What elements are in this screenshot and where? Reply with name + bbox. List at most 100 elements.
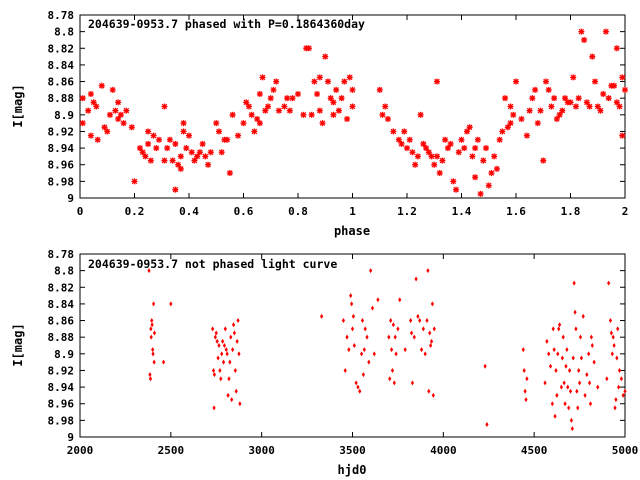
data-point xyxy=(259,74,266,81)
data-point xyxy=(433,153,440,160)
data-point xyxy=(367,359,371,365)
data-point xyxy=(483,145,490,152)
data-point xyxy=(256,91,263,98)
data-point xyxy=(379,111,386,118)
y-tick-label: 8.82 xyxy=(48,42,75,55)
data-point xyxy=(251,128,258,135)
data-point xyxy=(235,132,242,139)
data-point xyxy=(589,334,593,340)
data-point xyxy=(145,128,152,135)
data-point xyxy=(485,422,489,428)
data-point xyxy=(409,318,413,324)
data-point xyxy=(235,338,239,344)
data-point xyxy=(216,355,220,361)
data-point xyxy=(316,107,323,114)
data-point xyxy=(596,384,600,390)
data-point xyxy=(389,347,394,353)
data-point xyxy=(510,111,517,118)
data-point xyxy=(265,103,272,110)
data-point xyxy=(150,132,157,139)
data-point xyxy=(461,145,468,152)
data-point xyxy=(308,111,315,118)
data-point xyxy=(349,301,354,307)
data-point xyxy=(447,140,454,147)
data-point xyxy=(327,95,334,102)
data-point xyxy=(421,326,425,332)
data-point xyxy=(622,86,628,93)
data-point xyxy=(98,82,105,89)
data-point xyxy=(220,351,224,357)
data-point xyxy=(605,376,609,382)
data-point xyxy=(621,392,625,398)
data-point xyxy=(414,153,421,160)
data-point xyxy=(387,334,391,340)
data-point xyxy=(588,401,593,407)
data-point xyxy=(139,149,146,156)
data-point xyxy=(425,149,432,156)
x-tick-label: 0.4 xyxy=(179,205,199,218)
data-point xyxy=(376,86,383,93)
x-tick-label: 0.6 xyxy=(234,205,254,218)
data-point xyxy=(275,107,282,114)
x-tick-label: 4000 xyxy=(430,444,457,457)
data-point xyxy=(212,372,217,378)
data-point xyxy=(556,111,563,118)
data-point xyxy=(552,347,556,353)
data-point xyxy=(602,28,609,35)
data-point xyxy=(429,343,433,348)
data-point xyxy=(524,397,528,403)
data-point xyxy=(221,338,225,344)
data-point xyxy=(335,107,342,114)
data-point xyxy=(225,351,229,357)
data-point xyxy=(615,355,619,361)
data-point xyxy=(262,107,269,114)
data-point xyxy=(352,343,356,348)
data-point xyxy=(330,99,337,106)
data-point xyxy=(218,149,225,156)
data-point xyxy=(409,330,414,336)
data-point xyxy=(428,330,432,336)
y-tick-label: 8.96 xyxy=(48,398,75,411)
data-point xyxy=(79,95,86,102)
data-point xyxy=(425,318,429,324)
data-point xyxy=(406,136,413,143)
data-point xyxy=(344,115,351,122)
data-point xyxy=(472,145,479,152)
unphased-y-axis-title: I[mag] xyxy=(11,323,25,366)
data-point xyxy=(106,111,113,118)
data-point xyxy=(472,174,479,181)
data-point xyxy=(149,334,153,340)
data-point xyxy=(455,149,462,156)
phased-plot-title: 204639-0953.7 phased with P=0.1864360day xyxy=(88,17,365,31)
x-tick-label: 5000 xyxy=(612,444,639,457)
data-point xyxy=(409,149,416,156)
data-point xyxy=(354,380,358,386)
data-point xyxy=(343,367,347,373)
unphased-light-curve-plot: 8.78 8.8 8.82 8.84 8.86 8.88 8.9 8.92 8.94 8.96 8.… xyxy=(11,248,638,477)
data-point xyxy=(499,128,506,135)
data-point xyxy=(79,120,86,127)
data-point xyxy=(488,170,495,177)
data-point xyxy=(349,86,356,93)
data-point xyxy=(227,376,231,382)
data-point xyxy=(391,322,395,328)
data-point xyxy=(234,388,238,394)
data-point xyxy=(123,107,130,114)
data-point xyxy=(586,103,593,110)
data-point xyxy=(87,91,94,98)
data-point xyxy=(224,347,228,353)
y-tick-label: 8.92 xyxy=(48,364,75,377)
data-point xyxy=(427,388,431,394)
data-point xyxy=(232,330,237,336)
data-point xyxy=(428,153,435,160)
phased-x-axis: 0 0.2 0.4 0.6 0.8 1 1.2 1.4 1.6 1.8 2 xyxy=(77,15,628,218)
data-point xyxy=(369,268,373,274)
data-point xyxy=(493,165,500,172)
data-point xyxy=(136,145,143,152)
y-tick-label: 8.88 xyxy=(48,92,75,105)
data-point xyxy=(556,351,560,357)
data-point xyxy=(147,268,151,274)
data-point xyxy=(579,355,583,361)
data-point xyxy=(164,145,171,152)
data-point xyxy=(345,334,349,340)
